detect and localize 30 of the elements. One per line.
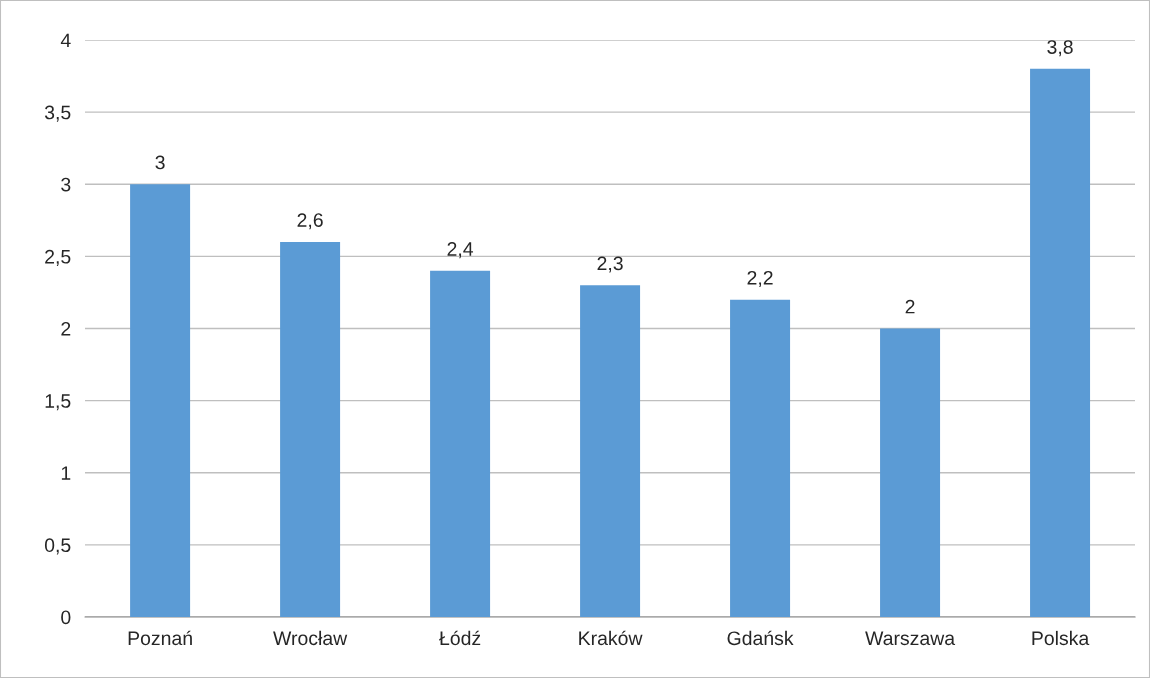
y-tick-label: 2,5 bbox=[45, 249, 71, 266]
data-label: 2 bbox=[905, 299, 915, 314]
x-tick-label: Łódź bbox=[439, 630, 481, 646]
bar bbox=[130, 184, 191, 617]
bar bbox=[580, 285, 641, 617]
x-tick-label: Polska bbox=[1032, 630, 1090, 646]
data-label: 3,8 bbox=[1047, 40, 1073, 57]
y-tick-label: 2 bbox=[61, 321, 71, 336]
y-tick-label: 0 bbox=[61, 610, 71, 625]
y-tick-label: 3,5 bbox=[44, 105, 71, 122]
y-tick-label: 4 bbox=[60, 33, 71, 48]
data-label: 2,3 bbox=[597, 256, 623, 273]
data-label: 2,2 bbox=[747, 270, 773, 287]
data-label: 2,6 bbox=[297, 213, 323, 230]
bar bbox=[730, 299, 791, 617]
x-tick-label: Poznań bbox=[128, 630, 192, 646]
bar bbox=[1030, 68, 1091, 617]
bar bbox=[880, 328, 941, 617]
y-tick-label: 0,5 bbox=[44, 538, 71, 555]
data-label: 3 bbox=[155, 155, 165, 170]
x-tick-label: Wrocław bbox=[273, 630, 348, 646]
x-tick-label: Kraków bbox=[579, 630, 643, 646]
x-tick-label: Warszawa bbox=[865, 631, 956, 646]
data-label: 2,4 bbox=[447, 242, 474, 259]
y-tick-label: 1,5 bbox=[45, 394, 71, 411]
y-tick-label: 1 bbox=[61, 466, 71, 480]
x-tick-label: Gdańsk bbox=[727, 630, 794, 646]
y-tick-label: 3 bbox=[61, 177, 71, 192]
bar bbox=[280, 241, 341, 617]
bar bbox=[430, 270, 491, 617]
